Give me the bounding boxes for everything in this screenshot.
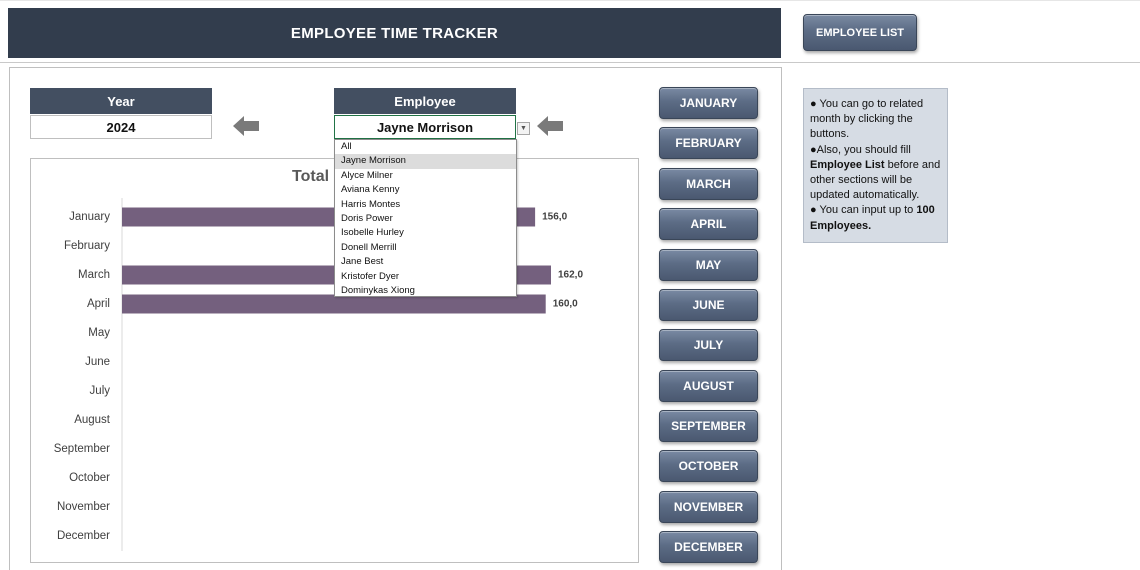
data-label: 162,0 — [558, 270, 583, 281]
employee-label: Employee — [334, 88, 516, 114]
chevron-down-icon[interactable]: ▼ — [517, 122, 530, 135]
info-note: ● You can go to related month by clickin… — [803, 88, 948, 243]
category-label: May — [88, 327, 110, 339]
employee-select[interactable]: Jayne Morrison — [334, 115, 516, 139]
dropdown-option[interactable]: Harris Montes — [341, 198, 401, 210]
dropdown-option[interactable]: Isobelle Hurley — [341, 227, 404, 239]
month-button-june[interactable]: JUNE — [659, 289, 758, 321]
month-button-february[interactable]: FEBRUARY — [659, 127, 758, 159]
dropdown-option[interactable]: Dominykas Xiong — [341, 284, 415, 296]
category-label: September — [54, 443, 110, 455]
info-line-2: ●Also, you should fill Employee List bef… — [810, 143, 941, 202]
month-button-march[interactable]: MARCH — [659, 168, 758, 200]
category-label: January — [69, 211, 110, 223]
chart-title: Total — [292, 168, 330, 185]
dropdown-option[interactable]: Jayne Morrison — [335, 154, 516, 169]
year-label: Year — [30, 88, 212, 114]
category-label: March — [78, 269, 110, 281]
dropdown-option[interactable]: Kristofer Dyer — [341, 270, 400, 282]
category-label: August — [74, 414, 111, 426]
category-label: October — [69, 472, 110, 484]
category-label: November — [57, 501, 110, 513]
month-button-november[interactable]: NOVEMBER — [659, 491, 758, 523]
category-label: February — [64, 240, 110, 252]
month-button-april[interactable]: APRIL — [659, 208, 758, 240]
month-button-july[interactable]: JULY — [659, 329, 758, 361]
year-field[interactable]: 2024 — [30, 115, 212, 139]
arrow-left-icon — [537, 116, 563, 136]
data-label: 160,0 — [553, 299, 578, 310]
dropdown-option[interactable]: Aviana Kenny — [341, 184, 400, 196]
category-label: April — [87, 298, 110, 310]
dropdown-option[interactable]: All — [341, 141, 352, 152]
month-button-october[interactable]: OCTOBER — [659, 450, 758, 482]
category-label: December — [57, 530, 110, 542]
month-button-january[interactable]: JANUARY — [659, 87, 758, 119]
arrow-left-icon — [233, 116, 259, 136]
bar-april — [122, 294, 546, 314]
dropdown-option[interactable]: Doris Power — [341, 212, 393, 224]
month-button-september[interactable]: SEPTEMBER — [659, 410, 758, 442]
dropdown-option[interactable]: Jane Best — [341, 256, 384, 268]
category-label: July — [90, 385, 111, 397]
employee-list-button[interactable]: EMPLOYEE LIST — [803, 14, 917, 51]
month-button-august[interactable]: AUGUST — [659, 370, 758, 402]
dropdown-option[interactable]: Alyce Milner — [341, 169, 393, 181]
info-line-1: ● You can go to related month by clickin… — [810, 98, 924, 141]
header-bar: EMPLOYEE TIME TRACKER — [8, 8, 781, 58]
category-label: June — [85, 356, 110, 368]
top-divider — [0, 0, 1140, 1]
data-label: 156,0 — [542, 212, 567, 223]
dropdown-option[interactable]: Donell Merrill — [341, 241, 397, 253]
employee-dropdown-list: All Jayne Morrison Alyce Milner Aviana Kenn… — [334, 139, 517, 297]
header-divider — [0, 62, 1140, 63]
month-button-may[interactable]: MAY — [659, 249, 758, 281]
month-button-december[interactable]: DECEMBER — [659, 531, 758, 563]
info-line-3: ● You can input up to 100 Employees. — [810, 204, 935, 232]
page-title: EMPLOYEE TIME TRACKER — [290, 24, 499, 42]
